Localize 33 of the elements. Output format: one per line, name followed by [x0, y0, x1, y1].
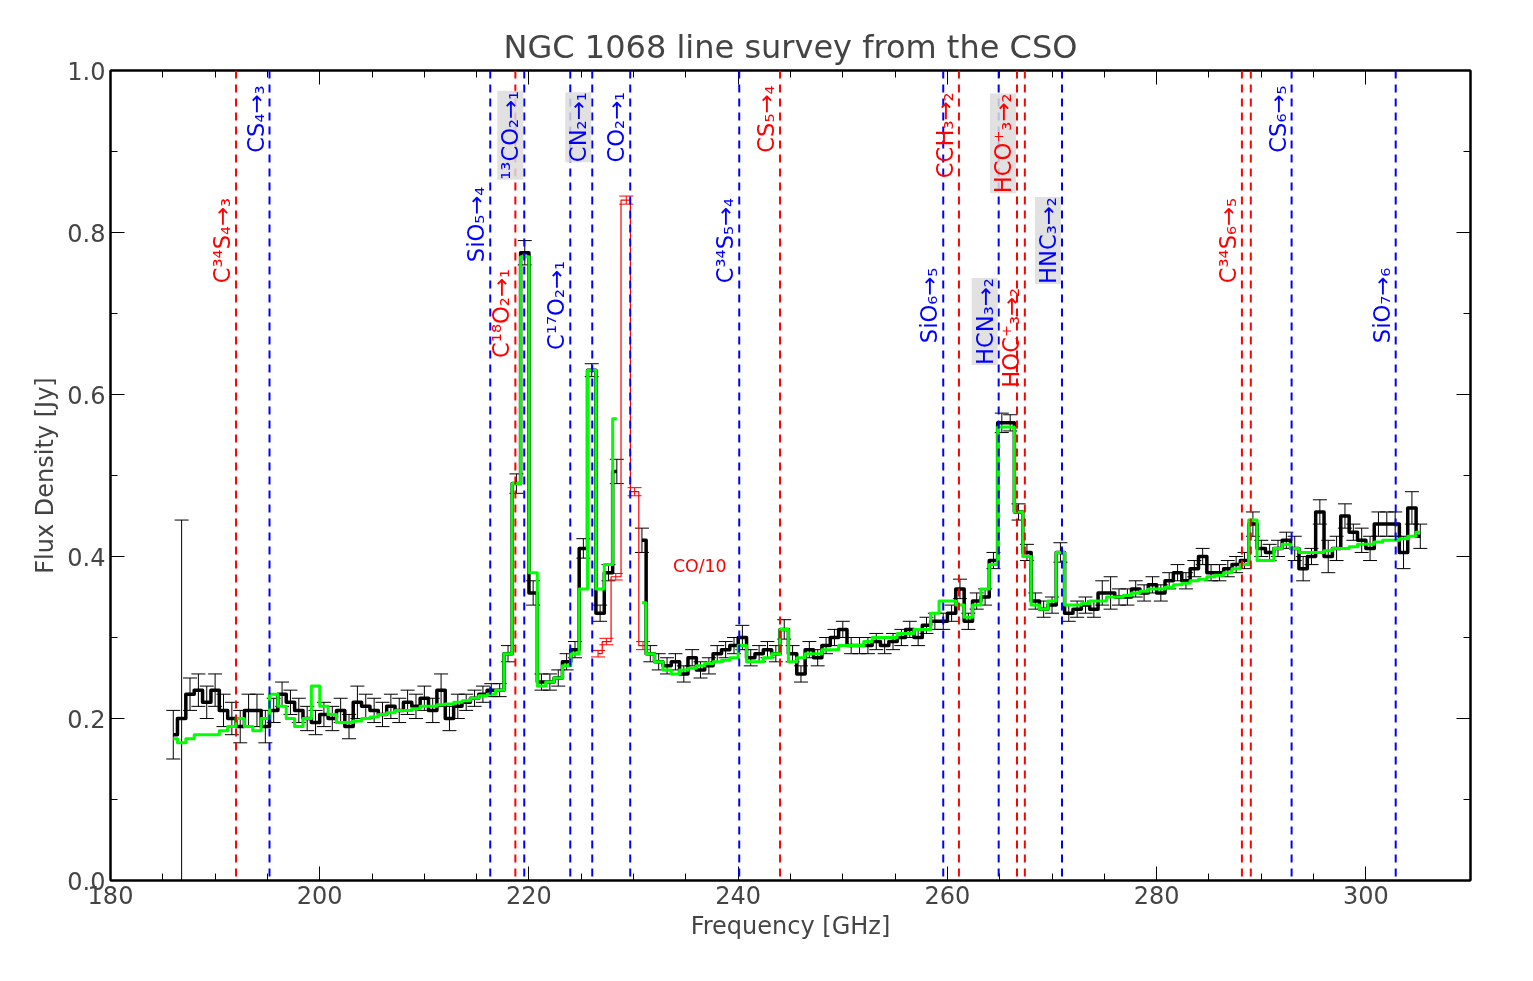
- ref-line-label: CS₅→₄: [753, 85, 780, 153]
- ref-line-label: HCN₃→₂: [971, 278, 998, 366]
- x-tick-label: 280: [1133, 881, 1180, 910]
- ref-line-label: HCO⁺₃→₂: [989, 93, 1016, 194]
- y-tick-label: 0.2: [67, 705, 106, 734]
- y-tick-label: 0.8: [67, 219, 106, 248]
- x-axis-title: Frequency [GHz]: [690, 911, 891, 940]
- ref-line-label: CN₂→₁: [565, 92, 592, 163]
- annotation: CO/10: [672, 555, 727, 576]
- ref-line-label: CS₆→₅: [1264, 85, 1291, 153]
- ref-line-label: C³⁴S₄→₃: [209, 197, 236, 284]
- y-tick-label: 1.0: [67, 57, 106, 86]
- ref-line-label: CS₄→₃: [242, 85, 269, 153]
- ref-line-label: CO₂→₁: [603, 91, 630, 163]
- x-tick-label: 240: [715, 881, 762, 910]
- ref-line-label: C¹⁸O₂→₁: [488, 269, 515, 358]
- y-tick-label: 0.6: [67, 381, 106, 410]
- x-tick-label: 300: [1342, 881, 1389, 910]
- ref-line-label: C³⁴S₆→₅: [1214, 197, 1241, 284]
- ref-line-label: ¹³CO₂→₁: [497, 90, 524, 180]
- x-tick-label: 200: [296, 881, 343, 910]
- ref-line-label: SiO₅→₄: [463, 186, 490, 263]
- ref-line-label: SiO₆→₅: [916, 267, 943, 344]
- ref-line-label: CCH₃→₂: [931, 92, 958, 179]
- ref-line-label: HNC₃→₂: [1034, 197, 1061, 285]
- chart-title: NGC 1068 line survey from the CSO: [503, 27, 1078, 66]
- ref-line-label: C³⁴S₅→₄: [712, 197, 739, 284]
- y-tick-label: 0.4: [67, 543, 106, 572]
- y-axis-title: Flux Density [Jy]: [31, 377, 60, 574]
- ref-line-label: SiO₇→₆: [1368, 267, 1395, 344]
- ref-line-label: C¹⁷O₂→₁: [543, 260, 570, 350]
- x-tick-label: 220: [506, 881, 552, 910]
- x-tick-label: 260: [924, 881, 971, 910]
